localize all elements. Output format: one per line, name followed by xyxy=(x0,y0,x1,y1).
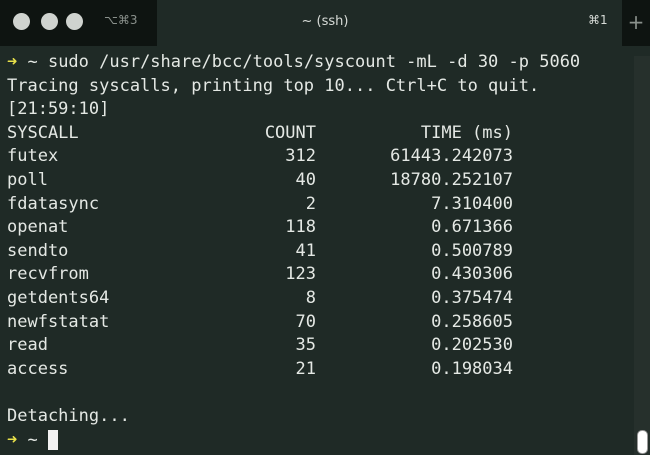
syscall-name: read xyxy=(7,335,48,356)
detach-line: Detaching... xyxy=(7,405,130,426)
scrollbar-track[interactable] xyxy=(634,56,650,455)
syscall-name: openat xyxy=(7,217,69,238)
syscall-count: 21 xyxy=(295,358,316,379)
syscall-time: 18780.252107 xyxy=(390,169,513,190)
table-header: SYSCALL COUNT TIME (ms) xyxy=(7,122,627,146)
scrollbar-thumb[interactable] xyxy=(637,430,648,454)
cursor xyxy=(47,429,58,450)
table-row: openat 118 0.671366 xyxy=(7,216,627,240)
tab-shortcut: ⌥⌘3 xyxy=(104,13,138,27)
new-tab-button[interactable]: + xyxy=(622,0,650,46)
syscall-count: 35 xyxy=(295,335,316,356)
table-row: recvfrom 123 0.430306 xyxy=(7,263,627,287)
table-row: newfstatat 70 0.258605 xyxy=(7,311,627,335)
syscall-count: 40 xyxy=(295,169,316,190)
table-row: access 21 0.198034 xyxy=(7,358,627,382)
command-line: ➜ ~ sudo /usr/share/bcc/tools/syscount -… xyxy=(7,51,627,75)
syscall-name: access xyxy=(7,358,69,379)
terminal-output[interactable]: ➜ ~ sudo /usr/share/bcc/tools/syscount -… xyxy=(7,51,627,452)
prompt-arrow-icon: ➜ xyxy=(7,52,18,72)
table-row: sendto 41 0.500789 xyxy=(7,240,627,264)
table-row: read 35 0.202530 xyxy=(7,334,627,358)
syscall-time: 0.202530 xyxy=(431,335,513,356)
window-title: ~ (ssh) xyxy=(301,14,349,29)
table-row: getdents64 8 0.375474 xyxy=(7,287,627,311)
syscall-count: 41 xyxy=(295,240,316,261)
header-syscall: SYSCALL xyxy=(7,122,79,143)
syscall-time: 0.258605 xyxy=(431,311,513,332)
syscall-time: 0.671366 xyxy=(431,217,513,238)
syscall-count: 2 xyxy=(305,193,316,214)
syscall-time: 0.500789 xyxy=(431,240,513,261)
syscall-name: newfstatat xyxy=(7,311,110,332)
syscall-time: 0.430306 xyxy=(431,264,513,285)
timestamp-line: [21:59:10] xyxy=(7,99,110,120)
syscall-name: fdatasync xyxy=(7,193,100,214)
syscall-count: 70 xyxy=(295,311,316,332)
close-window-button[interactable] xyxy=(13,13,30,30)
prompt-text: ~ xyxy=(17,429,48,450)
tab-number: ⌘1 xyxy=(588,13,608,27)
syscall-name: futex xyxy=(7,146,59,167)
syscall-name: sendto xyxy=(7,240,69,261)
table-row: poll 40 18780.252107 xyxy=(7,169,627,193)
header-time: TIME (ms) xyxy=(420,122,513,143)
syscall-time: 0.198034 xyxy=(431,358,513,379)
syscall-time: 0.375474 xyxy=(431,287,513,308)
maximize-window-button[interactable] xyxy=(66,13,83,30)
table-row: futex 312 61443.242073 xyxy=(7,145,627,169)
table-row: fdatasync 2 7.310400 xyxy=(7,193,627,217)
syscall-count: 123 xyxy=(285,264,316,285)
syscall-name: getdents64 xyxy=(7,287,110,308)
final-prompt-line[interactable]: ➜ ~ xyxy=(7,429,627,453)
syscall-count: 8 xyxy=(305,287,316,308)
syscall-count: 312 xyxy=(285,146,316,167)
syscall-name: poll xyxy=(7,169,48,190)
syscall-time: 7.310400 xyxy=(431,193,513,214)
header-count: COUNT xyxy=(264,122,316,143)
command-text: ~ sudo /usr/share/bcc/tools/syscount -mL… xyxy=(17,52,581,72)
prompt-arrow-icon: ➜ xyxy=(7,429,18,450)
info-line: Tracing syscalls, printing top 10... Ctr… xyxy=(7,75,540,96)
syscall-time: 61443.242073 xyxy=(390,146,513,167)
minimize-window-button[interactable] xyxy=(41,13,58,30)
syscall-name: recvfrom xyxy=(7,264,89,285)
tab-inactive[interactable]: ⌥⌘3 xyxy=(0,0,157,46)
syscall-count: 118 xyxy=(285,217,316,238)
title-bar: ⌥⌘3 ~ (ssh) ⌘1 + xyxy=(0,0,650,46)
